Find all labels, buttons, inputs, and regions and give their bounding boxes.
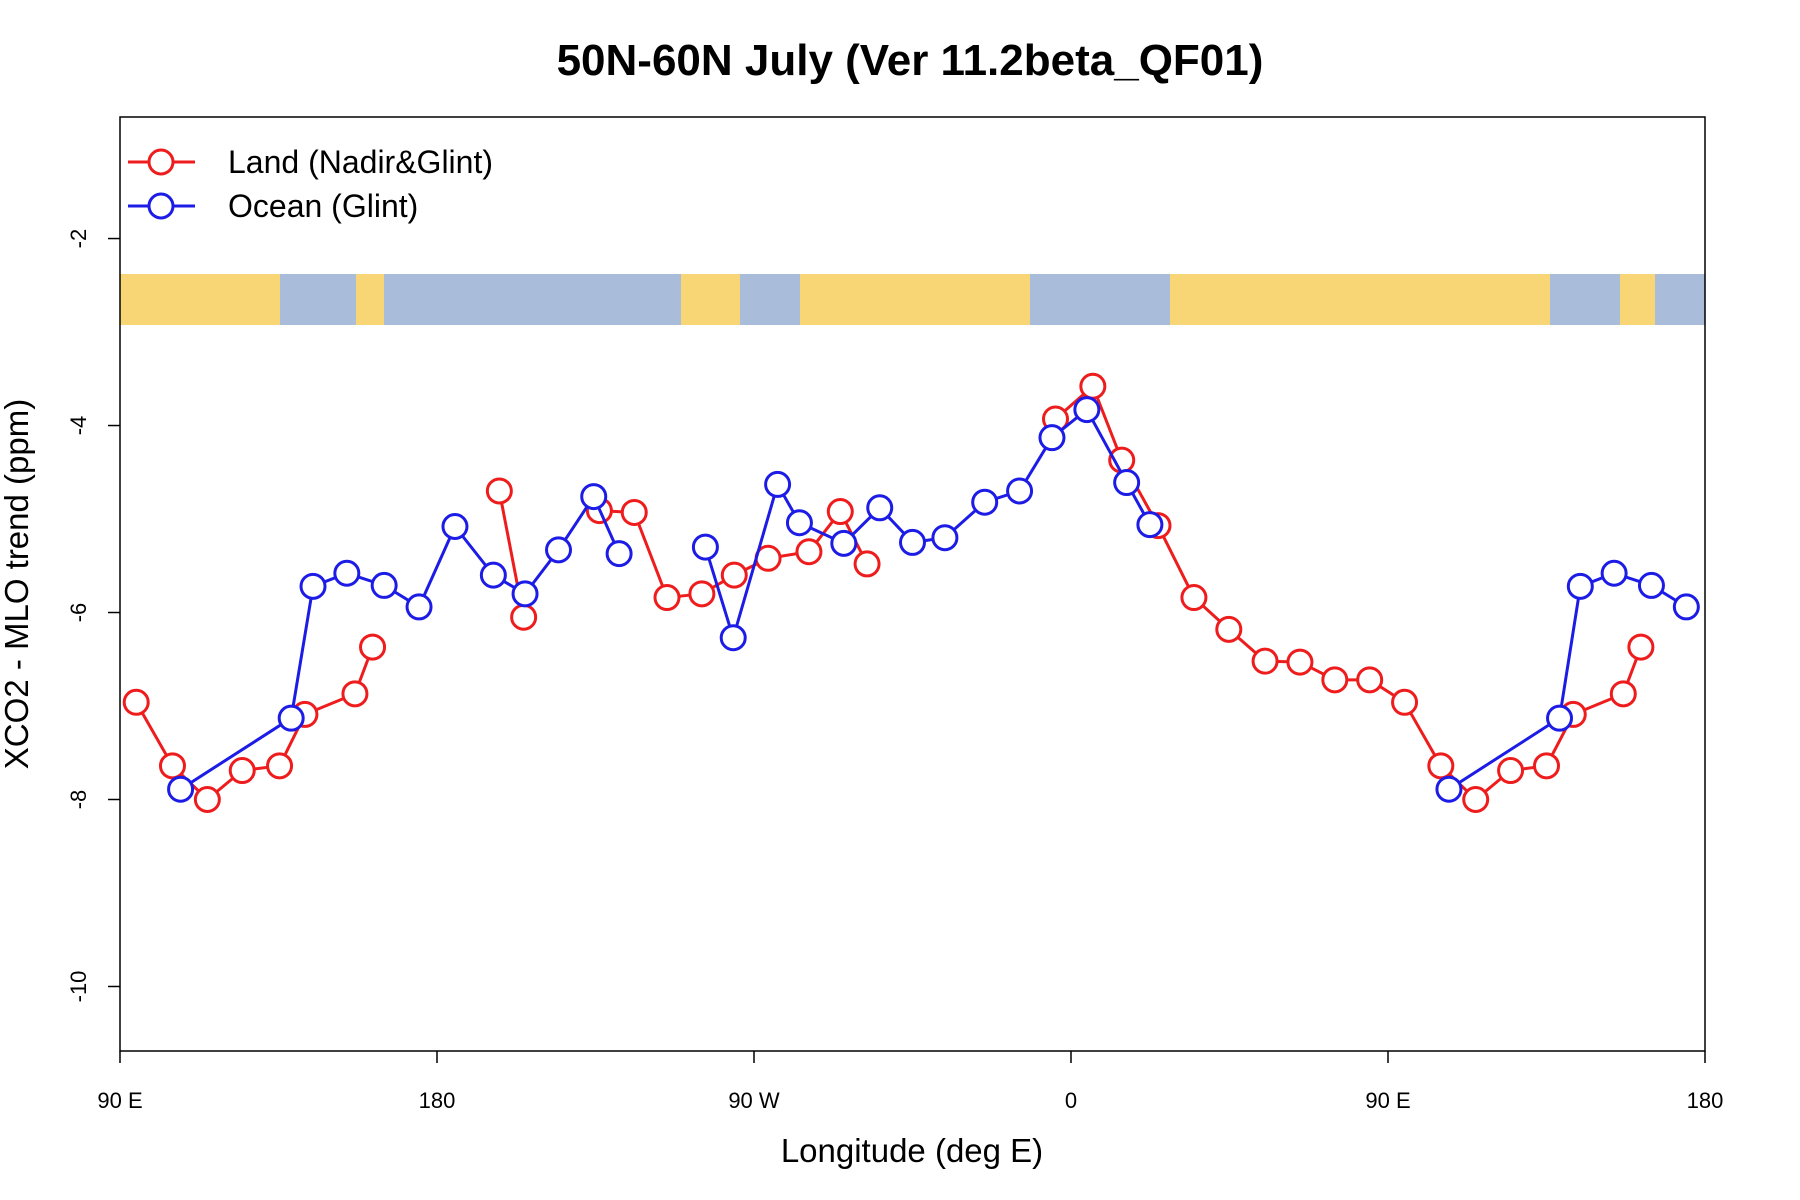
- point: [167, 775, 195, 803]
- point: [485, 477, 513, 505]
- point: [1609, 680, 1637, 708]
- point: [580, 483, 608, 511]
- point: [1462, 786, 1490, 814]
- point: [688, 580, 716, 608]
- point: [1546, 704, 1574, 732]
- point: [1391, 688, 1419, 716]
- point: [1079, 372, 1107, 400]
- y-tick-label: -4: [66, 416, 91, 436]
- y-tick-label: -6: [66, 603, 91, 623]
- x-tick-label: 180: [419, 1088, 456, 1113]
- point: [193, 786, 221, 814]
- point: [341, 680, 369, 708]
- point: [1038, 424, 1066, 452]
- point: [785, 509, 813, 537]
- point: [479, 561, 507, 589]
- point: [830, 529, 858, 557]
- point: [405, 593, 433, 621]
- map-strip: [120, 274, 1705, 325]
- point: [620, 498, 648, 526]
- point: [277, 704, 305, 732]
- point: [1497, 757, 1525, 785]
- point: [1113, 469, 1141, 497]
- point: [691, 533, 719, 561]
- x-tick-label: 90 E: [97, 1088, 142, 1113]
- point: [826, 498, 854, 526]
- point: [1321, 666, 1349, 694]
- x-tick-label: 90 E: [1365, 1088, 1410, 1113]
- point: [653, 584, 681, 612]
- point: [1600, 559, 1628, 587]
- point: [1215, 615, 1243, 643]
- legend-marker: [147, 192, 175, 220]
- point: [511, 580, 539, 608]
- legend-marker: [147, 148, 175, 176]
- point: [605, 540, 633, 568]
- x-axis-label: Longitude (deg E): [781, 1132, 1043, 1169]
- point: [971, 488, 999, 516]
- y-axis-label: XCO2 - MLO trend (ppm): [0, 399, 35, 769]
- point: [1073, 396, 1101, 424]
- point: [720, 561, 748, 589]
- legend-label: Ocean (Glint): [228, 188, 418, 224]
- point: [931, 524, 959, 552]
- point: [1566, 572, 1594, 600]
- point: [299, 572, 327, 600]
- x-tick-label: 90 W: [728, 1088, 780, 1113]
- x-tick-label: 0: [1065, 1088, 1077, 1113]
- point: [158, 752, 186, 780]
- point: [359, 633, 387, 661]
- point: [853, 550, 881, 578]
- point: [1136, 511, 1164, 539]
- point: [266, 752, 294, 780]
- y-tick-label: -2: [66, 229, 91, 249]
- point: [719, 624, 747, 652]
- point: [1435, 775, 1463, 803]
- point: [764, 470, 792, 498]
- point: [1533, 752, 1560, 780]
- point: [510, 603, 538, 631]
- series-line: [134, 383, 1643, 802]
- y-tick-label: -10: [66, 971, 91, 1003]
- point: [1286, 648, 1314, 676]
- point: [1627, 633, 1655, 661]
- point: [1427, 752, 1455, 780]
- point: [333, 559, 361, 587]
- point: [1180, 584, 1208, 612]
- legend-label: Land (Nadir&Glint): [228, 144, 493, 180]
- plot-frame: [119, 116, 1706, 1052]
- point: [1672, 593, 1700, 621]
- point: [899, 528, 926, 556]
- point: [1356, 666, 1384, 694]
- point: [441, 513, 469, 541]
- point: [122, 688, 150, 716]
- point: [228, 757, 256, 785]
- point: [1251, 647, 1279, 675]
- series-line: [179, 407, 1688, 791]
- point: [1637, 571, 1665, 599]
- point: [1006, 477, 1034, 505]
- point: [545, 536, 573, 564]
- x-tick-label: 180: [1687, 1088, 1724, 1113]
- point: [795, 538, 823, 566]
- point: [370, 571, 398, 599]
- y-tick-label: -8: [66, 790, 91, 810]
- chart-title: 50N-60N July (Ver 11.2beta_QF01): [557, 36, 1264, 85]
- point: [866, 494, 894, 522]
